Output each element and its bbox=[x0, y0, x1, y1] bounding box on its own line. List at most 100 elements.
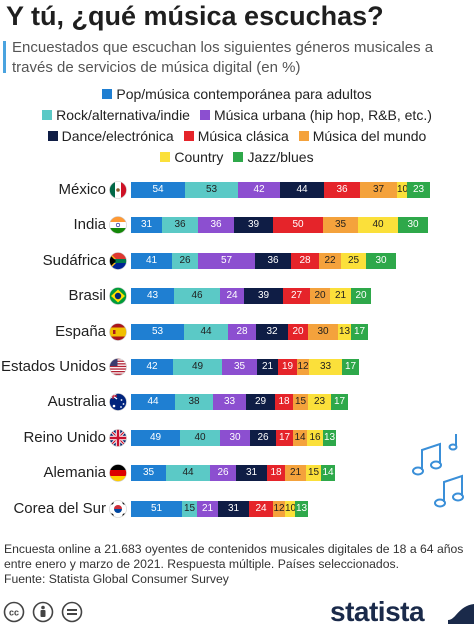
cc-icon: cc bbox=[3, 601, 25, 623]
bar-segment: 17 bbox=[276, 429, 293, 446]
stacked-bar: 43 46 24 39 27 20 21 20 bbox=[131, 288, 371, 305]
bar-segment: 12 bbox=[297, 359, 309, 375]
bar-segment: 36 bbox=[162, 217, 198, 234]
bar-segment: 41 bbox=[131, 252, 172, 269]
bar-segment: 40 bbox=[358, 217, 398, 234]
bar-segment: 53 bbox=[131, 323, 184, 340]
bar-segment: 28 bbox=[228, 323, 256, 340]
legend-label: Música del mundo bbox=[312, 127, 427, 144]
legend-item: Música clásica bbox=[183, 128, 289, 144]
bar-segment: 10 bbox=[397, 182, 407, 198]
legend-row: Rock/alternativa/indie Música urbana (hip… bbox=[0, 104, 474, 125]
legend-label: Música urbana (hip hop, R&B, etc.) bbox=[213, 106, 432, 123]
bar-segment: 17 bbox=[351, 323, 368, 340]
legend-swatch bbox=[160, 151, 171, 162]
stacked-bar: 54 53 42 44 36 37 10 23 bbox=[131, 182, 430, 198]
source-note: Fuente: Statista Global Consumer Survey bbox=[4, 572, 229, 586]
flag-south-korea-icon bbox=[109, 499, 127, 518]
bar-segment: 19 bbox=[278, 359, 297, 375]
bar-segment: 18 bbox=[267, 465, 285, 482]
country-label: Corea del Sur bbox=[13, 499, 106, 517]
flag-spain-icon bbox=[109, 322, 127, 341]
bar-segment: 24 bbox=[249, 500, 273, 517]
bar-segment: 27 bbox=[283, 288, 310, 305]
no-derivatives-icon bbox=[61, 601, 83, 623]
country-label: Estados Unidos bbox=[0, 358, 106, 375]
bar-segment: 30 bbox=[366, 252, 396, 269]
bar-segment: 36 bbox=[324, 182, 360, 198]
stacked-bar: 31 36 36 39 50 35 40 30 bbox=[131, 217, 428, 234]
legend-item: Pop/música contemporánea para adultos bbox=[102, 86, 372, 102]
bar-segment: 13 bbox=[323, 429, 336, 446]
bar-segment: 20 bbox=[310, 288, 330, 305]
bar-segment: 31 bbox=[236, 465, 267, 482]
bar-segment: 20 bbox=[288, 323, 308, 340]
country-label: Alemania bbox=[43, 464, 106, 482]
bar-segment: 53 bbox=[185, 182, 238, 198]
country-label: India bbox=[73, 216, 106, 234]
footnote: Encuesta online a 21.683 oyentes de cont… bbox=[4, 542, 474, 587]
bar-segment: 44 bbox=[184, 323, 228, 340]
survey-note: Encuesta online a 21.683 oyentes de cont… bbox=[4, 542, 464, 571]
flag-india-icon bbox=[109, 216, 127, 235]
bar-segment: 18 bbox=[275, 394, 293, 411]
bar-segment: 57 bbox=[198, 252, 255, 269]
statista-logo: statista bbox=[330, 596, 425, 626]
flag-mexico-icon bbox=[109, 181, 127, 199]
legend-item: Rock/alternativa/indie bbox=[42, 107, 190, 123]
music-notes-icon bbox=[412, 434, 464, 508]
legend-swatch bbox=[233, 151, 244, 162]
country-label: Reino Unido bbox=[23, 428, 106, 446]
flag-usa-icon bbox=[109, 358, 127, 376]
flag-uk-icon bbox=[109, 428, 127, 447]
bar-segment: 26 bbox=[250, 429, 276, 446]
bar-segment: 13 bbox=[295, 500, 308, 517]
legend-swatch bbox=[102, 88, 113, 99]
attribution-icon bbox=[32, 601, 54, 623]
bar-segment: 21 bbox=[330, 288, 351, 305]
bar-segment: 39 bbox=[234, 217, 273, 234]
bar-segment: 51 bbox=[131, 500, 182, 517]
subtitle: Encuestados que escuchan los siguientes … bbox=[12, 39, 434, 76]
stacked-bar: 41 26 57 36 28 22 25 30 bbox=[131, 252, 396, 269]
country-label: España bbox=[55, 322, 106, 340]
subtitle-accent-bar bbox=[3, 41, 6, 73]
country-label: Brasil bbox=[68, 287, 106, 305]
flag-south-africa-icon bbox=[109, 251, 127, 270]
bar-segment: 30 bbox=[398, 217, 428, 234]
country-label: Australia bbox=[47, 393, 106, 411]
bar-segment: 21 bbox=[285, 465, 306, 482]
country-label: México bbox=[58, 181, 106, 198]
legend-item: Música urbana (hip hop, R&B, etc.) bbox=[199, 106, 432, 123]
svg-text:cc: cc bbox=[9, 608, 19, 618]
bar-segment: 40 bbox=[180, 429, 220, 446]
bar-segment: 33 bbox=[309, 359, 342, 375]
legend-row: Country Jazz/blues bbox=[0, 146, 474, 167]
bar-segment: 44 bbox=[131, 394, 175, 411]
bar-segment: 21 bbox=[257, 359, 278, 375]
legend-label: Country bbox=[174, 148, 224, 165]
stacked-bar: 42 49 35 21 19 12 33 17 bbox=[131, 359, 359, 375]
legend-item: Música del mundo bbox=[298, 127, 427, 144]
statista-logo-mark bbox=[448, 604, 474, 624]
stacked-bar: 49 40 30 26 17 14 16 13 bbox=[131, 429, 336, 446]
bar-segment: 31 bbox=[218, 500, 249, 517]
legend-swatch bbox=[42, 109, 53, 120]
legend-label: Jazz/blues bbox=[247, 148, 314, 165]
legend-swatch bbox=[183, 130, 194, 141]
legend: Pop/música contemporánea para adultos Roc… bbox=[0, 83, 474, 167]
bar-segment: 30 bbox=[308, 323, 338, 340]
bar-segment: 35 bbox=[323, 217, 358, 234]
legend-item: Country bbox=[160, 149, 223, 165]
bar-segment: 37 bbox=[360, 182, 397, 198]
bar-segment: 23 bbox=[308, 394, 331, 411]
legend-item: Dance/electrónica bbox=[47, 128, 174, 144]
bar-segment: 39 bbox=[244, 288, 283, 305]
bar-segment: 13 bbox=[338, 323, 351, 340]
legend-row: Pop/música contemporánea para adultos bbox=[0, 83, 474, 104]
bar-segment: 26 bbox=[172, 252, 198, 269]
bar-segment: 54 bbox=[131, 182, 185, 198]
bar-segment: 26 bbox=[210, 465, 236, 482]
stacked-bar: 51 15 21 31 24 12 10 13 bbox=[131, 500, 308, 517]
bar-segment: 38 bbox=[175, 394, 213, 411]
